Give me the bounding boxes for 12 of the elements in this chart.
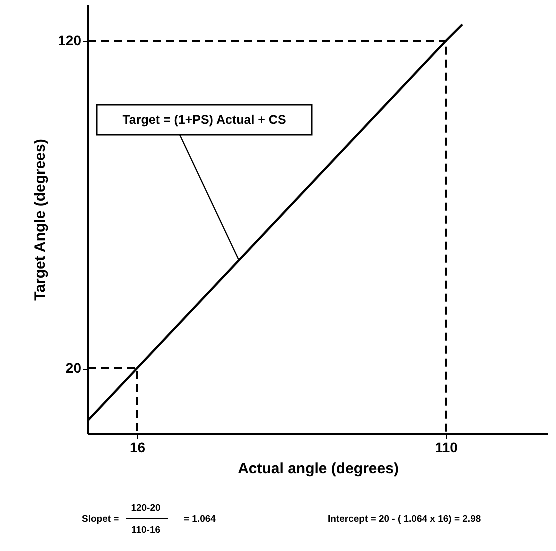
y-tick-label: 20	[66, 360, 82, 376]
text: Intercept = 20 - ( 1.064 x 16) = 2.98	[328, 514, 482, 525]
y-tick-label: 120	[58, 32, 82, 49]
annotation: Target = (1+PS) Actual + CS	[122, 113, 286, 127]
x-tick-label: 110	[435, 440, 458, 456]
x-axis-title: Actual angle (degrees)	[238, 460, 399, 478]
x-tick-label: 16	[130, 440, 146, 456]
y-axis-title: Target Angle (degrees)	[32, 139, 50, 301]
text: Slopet =	[82, 514, 120, 525]
text: 110-16	[131, 525, 161, 536]
text: = 1.064	[184, 514, 217, 525]
text: 120-20	[131, 503, 161, 514]
